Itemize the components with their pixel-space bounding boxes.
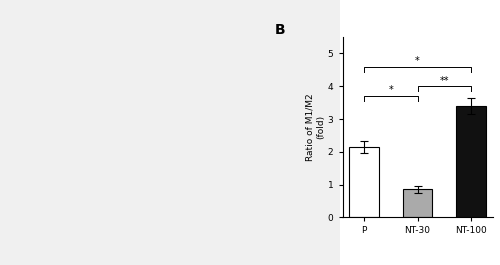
Y-axis label: Ratio of M1/M2
(fold): Ratio of M1/M2 (fold) [306, 93, 325, 161]
Text: *: * [415, 56, 420, 66]
Bar [350, 147, 378, 217]
Text: B: B [275, 23, 285, 37]
Bar [403, 189, 432, 217]
Bar [456, 106, 486, 217]
Text: **: ** [440, 76, 449, 86]
Text: *: * [388, 85, 393, 95]
